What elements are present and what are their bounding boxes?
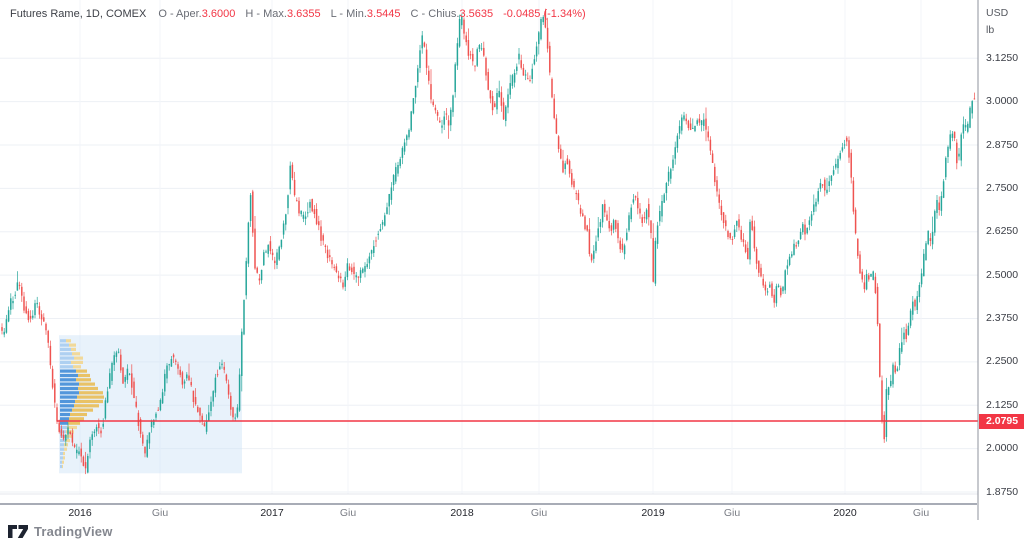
tradingview-logo-icon (8, 524, 28, 538)
price-level-badge: 2.0795 (979, 413, 1024, 429)
legend-high: H - Max.3.6355 (245, 8, 321, 20)
time-axis-label-2019: 2019 (641, 507, 665, 519)
time-axis-label-2020: 2020 (833, 507, 857, 519)
price-axis-label: 2.3750 (986, 312, 1019, 324)
price-axis-label: 2.6250 (986, 225, 1019, 238)
time-axis-label-giu: Giu (339, 507, 357, 519)
time-axis-label-giu: Giu (151, 507, 169, 519)
legend-open: O - Aper.3.6000 (158, 8, 236, 20)
price-axis-label: 3.0000 (986, 95, 1019, 108)
legend-change: -0.0485 (-1.34%) (503, 8, 586, 20)
time-axis-label-giu: Giu (912, 507, 930, 519)
volume-profile[interactable] (59, 335, 242, 474)
price-axis-label: 2.0000 (986, 442, 1019, 455)
time-axis-label-2018: 2018 (450, 507, 474, 519)
axis-unit-measure: lb (986, 24, 995, 36)
tradingview-logo[interactable]: TradingView (8, 524, 113, 539)
price-axis-label: 1.8750 (986, 485, 1019, 498)
legend[interactable]: Futures Rame, 1D, COMEX O - Aper.3.6000 H … (10, 8, 586, 20)
price-axis-label: 2.2500 (986, 355, 1019, 368)
pane-borders (0, 0, 979, 520)
tradingview-logo-text: TradingView (34, 524, 113, 539)
time-axis-label-2017: 2017 (260, 507, 284, 519)
axis-unit: USD lb (986, 5, 1008, 39)
legend-close: C - Chius.3.5635 (410, 8, 494, 20)
symbol-title[interactable]: Futures Rame, 1D, COMEX (10, 8, 147, 20)
legend-low: L - Min.3.5445 (330, 8, 401, 20)
time-axis-label-giu: Giu (530, 507, 548, 519)
time-axis-label-giu: Giu (723, 507, 741, 519)
time-axis-label-2016: 2016 (68, 507, 92, 519)
candlestick-series[interactable] (1, 8, 976, 475)
price-axis-label: 2.7500 (986, 181, 1019, 194)
price-axis-label: 2.5000 (986, 268, 1019, 281)
horizontal-gridlines (0, 57, 978, 493)
price-axis-label: 2.8750 (986, 138, 1019, 151)
price-axis-label: 3.1250 (986, 51, 1019, 64)
price-axis-label: 2.1250 (986, 398, 1019, 411)
axis-unit-currency: USD (986, 7, 1009, 19)
